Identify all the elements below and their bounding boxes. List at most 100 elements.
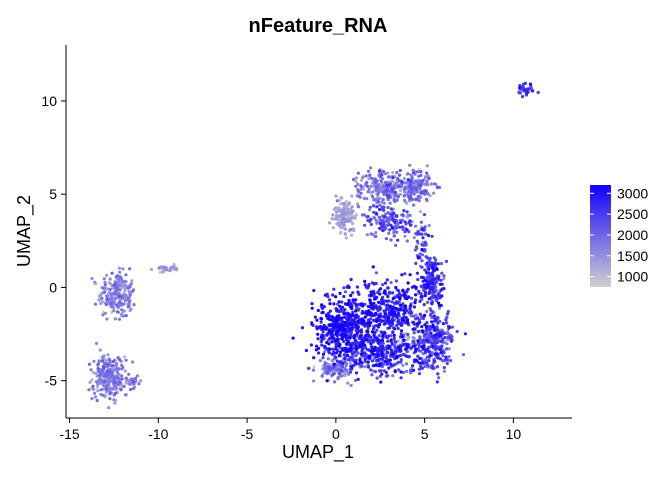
scatter-point xyxy=(366,284,370,288)
scatter-point xyxy=(343,315,347,319)
scatter-point xyxy=(349,315,353,319)
scatter-point xyxy=(390,187,394,191)
scatter-point xyxy=(90,397,94,401)
scatter-point xyxy=(91,384,95,388)
scatter-point xyxy=(110,375,114,379)
scatter-point xyxy=(403,220,407,224)
scatter-point xyxy=(128,267,132,271)
scatter-point xyxy=(105,362,109,366)
scatter-point xyxy=(101,393,105,397)
scatter-point xyxy=(348,313,352,317)
scatter-point xyxy=(350,323,354,327)
scatter-point xyxy=(411,168,415,172)
scatter-point xyxy=(369,311,373,315)
colorbar-legend: 3000 2500 2000 1500 1000 xyxy=(590,185,648,287)
scatter-point xyxy=(402,338,406,342)
scatter-point xyxy=(439,350,443,354)
scatter-point xyxy=(398,192,402,196)
scatter-point xyxy=(368,208,372,212)
scatter-point xyxy=(102,380,106,384)
scatter-point xyxy=(378,226,382,230)
scatter-point xyxy=(433,328,437,332)
scatter-point xyxy=(381,333,385,338)
scatter-point xyxy=(114,285,118,289)
x-tick-label: 5 xyxy=(421,426,429,442)
scatter-point xyxy=(339,226,343,230)
scatter-point xyxy=(418,299,422,303)
scatter-point xyxy=(433,282,437,286)
scatter-point xyxy=(103,283,107,287)
scatter-point xyxy=(433,345,438,349)
scatter-point xyxy=(403,193,407,198)
scatter-point xyxy=(393,220,397,224)
scatter-point xyxy=(399,329,404,333)
scatter-point xyxy=(403,304,408,308)
scatter-point xyxy=(523,88,528,92)
scatter-point xyxy=(402,370,406,374)
scatter-point xyxy=(328,337,332,341)
scatter-point xyxy=(378,215,382,220)
scatter-point xyxy=(375,376,379,380)
scatter-point xyxy=(368,173,372,177)
scatter-point xyxy=(399,344,403,348)
scatter-point xyxy=(124,376,128,380)
scatter-point xyxy=(356,205,361,209)
scatter-point xyxy=(355,285,359,289)
scatter-point xyxy=(399,376,403,380)
scatter-point xyxy=(320,343,324,347)
scatter-point xyxy=(420,285,424,289)
scatter-point xyxy=(116,280,121,284)
scatter-point xyxy=(327,342,331,346)
scatter-point xyxy=(124,358,128,362)
scatter-point xyxy=(374,305,378,309)
scatter-point xyxy=(396,221,400,226)
scatter-point xyxy=(398,188,402,192)
scatter-point xyxy=(121,267,125,271)
scatter-point xyxy=(356,320,360,324)
scatter-point xyxy=(424,325,429,329)
scatter-point xyxy=(379,330,383,334)
y-axis-ticks: -5 0 5 10 xyxy=(41,93,66,389)
scatter-point xyxy=(349,305,353,310)
scatter-point xyxy=(391,352,395,356)
scatter-point xyxy=(91,371,95,375)
scatter-point xyxy=(417,344,421,348)
scatter-point xyxy=(117,266,121,270)
scatter-point xyxy=(444,259,449,263)
scatter-point xyxy=(381,354,385,358)
scatter-point xyxy=(139,379,143,383)
scatter-point xyxy=(353,216,357,220)
scatter-point xyxy=(373,234,377,239)
scatter-point xyxy=(117,367,121,371)
scatter-point xyxy=(398,303,402,307)
scatter-point xyxy=(426,256,430,260)
scatter-point xyxy=(399,307,403,311)
scatter-point xyxy=(127,372,131,376)
scatter-point xyxy=(365,180,369,185)
scatter-point xyxy=(398,168,402,173)
scatter-point xyxy=(403,321,407,325)
scatter-point xyxy=(409,311,414,315)
scatter-point xyxy=(347,358,351,362)
scatter-point xyxy=(372,333,376,337)
scatter-point xyxy=(341,361,345,365)
scatter-point xyxy=(343,308,347,312)
scatter-point xyxy=(108,277,112,281)
scatter-point xyxy=(401,227,405,232)
scatter-point xyxy=(439,345,443,349)
scatter-point xyxy=(380,225,384,229)
scatter-point xyxy=(394,194,398,198)
scatter-point xyxy=(117,294,121,298)
y-axis-label: UMAP_2 xyxy=(14,195,35,267)
scatter-point xyxy=(344,227,348,231)
scatter-point xyxy=(323,293,327,297)
scatter-point xyxy=(351,352,355,356)
scatter-point xyxy=(309,343,313,347)
scatter-point xyxy=(111,300,115,304)
scatter-point xyxy=(387,366,391,370)
scatter-point xyxy=(316,332,320,336)
scatter-point xyxy=(430,302,434,306)
scatter-point xyxy=(356,377,360,381)
scatter-point xyxy=(351,221,355,226)
scatter-point xyxy=(332,302,336,306)
